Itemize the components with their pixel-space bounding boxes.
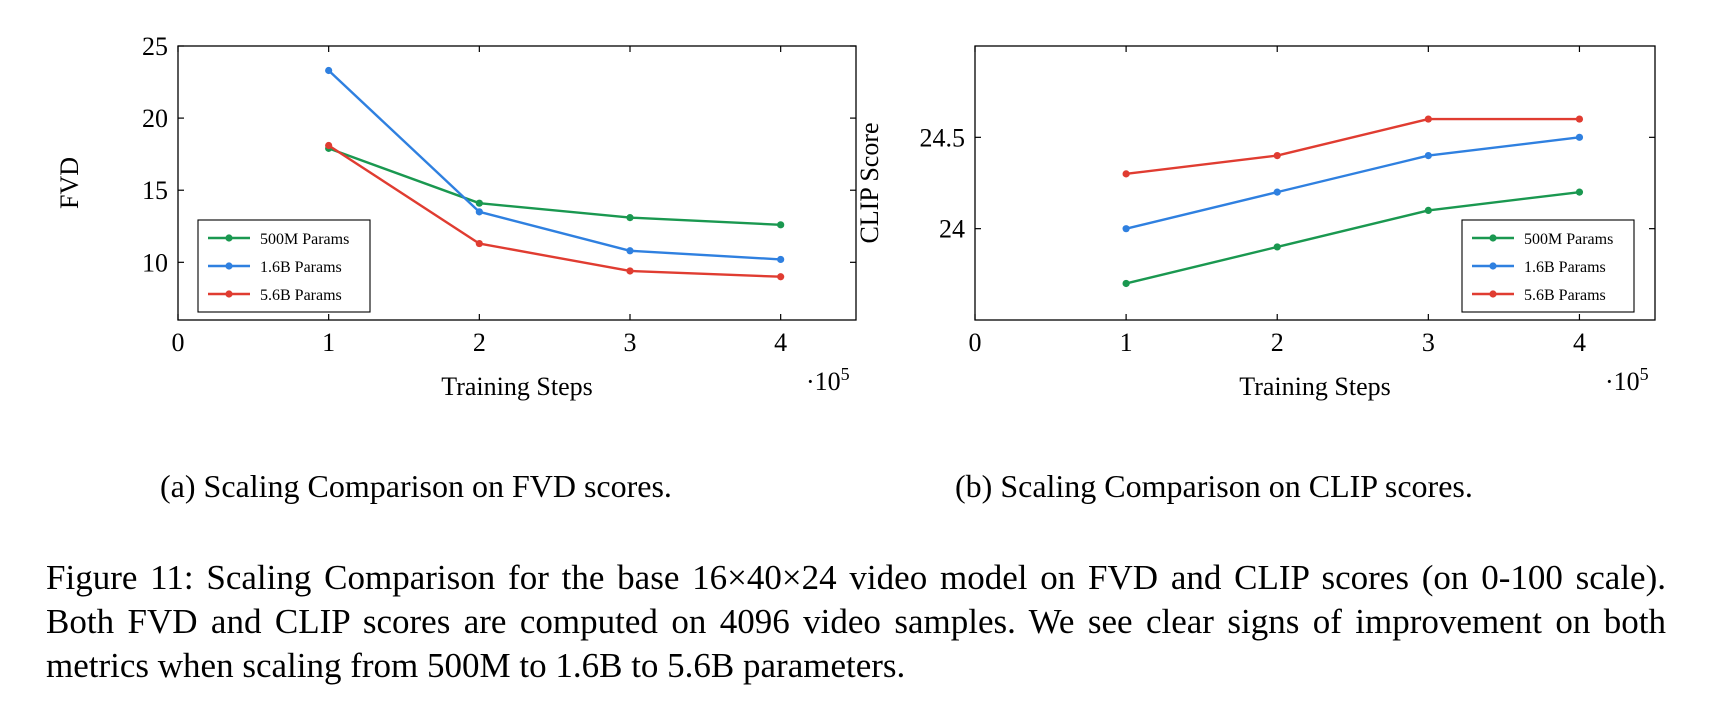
x-axis-label: Training Steps — [1239, 372, 1390, 401]
y-tick-label: 10 — [142, 248, 168, 277]
data-point — [1575, 133, 1584, 141]
x-axis-multiplier: ·105 — [806, 364, 850, 396]
y-tick-label: 15 — [142, 176, 168, 205]
data-point — [1424, 115, 1432, 123]
chart-0: 0 1 2 3 4 10 15 20 25 Training Steps ·105 FVD 500M P… — [55, 32, 857, 401]
series-line-0 — [328, 147, 781, 227]
x-axis-multiplier: ·105 — [1605, 364, 1649, 396]
legend-label: 5.6B Params — [1524, 287, 1606, 304]
data-point — [1273, 188, 1281, 196]
chart-1: 0 1 2 3 4 24 24.5 Training Steps ·105 CLIP Score 5… — [855, 45, 1656, 401]
y-tick-label: 25 — [142, 32, 168, 61]
data-point — [1575, 115, 1584, 123]
plot-frame — [974, 45, 1656, 321]
x-tick-label: 4 — [1573, 328, 1586, 357]
x-axis-label: Training Steps — [441, 372, 592, 401]
series-line-1 — [1125, 136, 1580, 230]
data-point — [325, 141, 333, 150]
plot-frame — [177, 45, 857, 321]
subcaption-b: (b) Scaling Comparison on CLIP scores. — [955, 468, 1473, 504]
data-point — [777, 255, 785, 264]
x-axis-multiplier-base: ·10 — [806, 367, 841, 396]
figure-caption: Figure 11: Scaling Comparison for the ba… — [46, 558, 1666, 685]
x-axis-multiplier-exponent: 5 — [841, 364, 850, 384]
data-point — [475, 199, 483, 207]
legend-label: 500M Params — [1524, 231, 1613, 248]
data-point — [475, 208, 483, 216]
data-point — [1273, 243, 1281, 251]
legend-marker — [1489, 290, 1497, 298]
data-point — [1424, 152, 1432, 160]
series-line-2 — [328, 144, 781, 278]
legend-marker — [225, 262, 233, 270]
data-point — [1122, 225, 1130, 233]
series-line-0 — [1125, 190, 1580, 285]
legend-label: 1.6B Params — [1524, 259, 1606, 276]
y-axis-label: CLIP Score — [855, 122, 884, 243]
legend-marker — [1489, 234, 1497, 242]
subcaption-a: (a) Scaling Comparison on FVD scores. — [160, 468, 672, 504]
data-point — [626, 247, 634, 255]
x-tick-label: 3 — [624, 328, 637, 357]
legend-marker — [1489, 262, 1497, 270]
legend-label: 500M Params — [260, 231, 349, 248]
data-point — [475, 239, 483, 248]
y-axis-label: FVD — [55, 157, 84, 209]
data-point — [626, 267, 634, 275]
data-point — [626, 214, 634, 222]
y-tick-label: 24.5 — [920, 123, 966, 152]
x-tick-label: 1 — [1120, 328, 1133, 357]
x-tick-label: 3 — [1422, 328, 1435, 357]
x-axis-multiplier-base: ·10 — [1605, 367, 1640, 396]
data-point — [777, 273, 785, 281]
legend-marker — [225, 234, 233, 242]
legend-label: 1.6B Params — [260, 259, 342, 276]
x-tick-label: 1 — [322, 328, 335, 357]
x-tick-label: 4 — [774, 328, 787, 357]
x-axis-multiplier-exponent: 5 — [1640, 364, 1649, 384]
legend-marker — [225, 290, 233, 298]
data-point — [1273, 152, 1281, 160]
x-tick-label: 2 — [473, 328, 486, 357]
data-point — [777, 221, 785, 229]
series-line-1 — [327, 69, 781, 261]
data-point — [1122, 170, 1130, 178]
x-tick-label: 0 — [969, 328, 982, 357]
data-point — [1424, 206, 1432, 214]
x-tick-label: 0 — [172, 328, 185, 357]
series-line-2 — [1125, 117, 1580, 176]
data-point — [1122, 279, 1130, 288]
legend-label: 5.6B Params — [260, 287, 342, 304]
x-tick-label: 2 — [1271, 328, 1284, 357]
data-point — [325, 66, 333, 75]
y-tick-label: 24 — [939, 215, 965, 244]
data-point — [1575, 188, 1584, 196]
y-tick-label: 20 — [142, 104, 168, 133]
